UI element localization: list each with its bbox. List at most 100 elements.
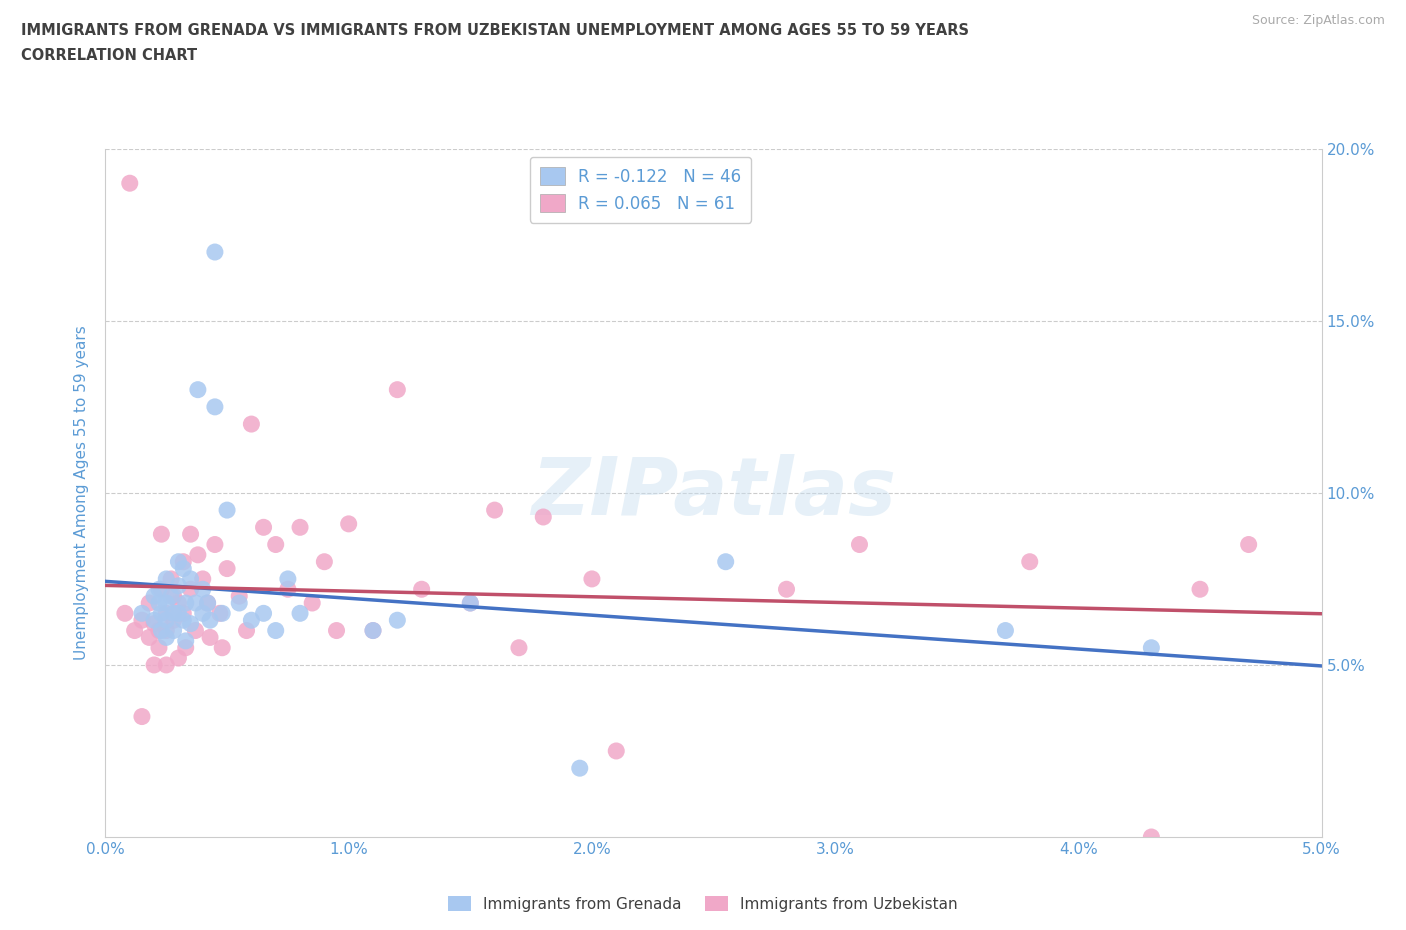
Point [180,526,202,541]
Point [204,400,226,415]
Point [172,561,194,576]
Point [848,538,870,552]
Text: ZIPatlas: ZIPatlas [531,454,896,532]
Point [155,572,177,587]
Point [155,595,177,610]
Point [605,744,627,759]
Point [172,613,194,628]
Point [143,617,166,631]
Point [138,595,160,610]
Point [150,526,173,541]
Point [387,382,409,397]
Point [204,245,226,259]
Point [167,595,190,610]
Legend: Immigrants from Grenada, Immigrants from Uzbekistan: Immigrants from Grenada, Immigrants from… [443,889,963,918]
Point [167,606,190,621]
Point [184,623,207,638]
Point [714,554,737,569]
Point [211,641,233,656]
Point [252,520,274,535]
Point [162,623,184,638]
Point [240,613,263,628]
Point [162,606,184,621]
Point [228,589,250,604]
Point [167,578,190,593]
Point [484,503,506,518]
Point [155,630,177,644]
Text: CORRELATION CHART: CORRELATION CHART [21,48,197,63]
Point [217,503,239,518]
Y-axis label: Unemployment Among Ages 55 to 59 years: Unemployment Among Ages 55 to 59 years [75,326,90,660]
Point [568,761,591,776]
Point [162,589,184,604]
Point [180,617,202,631]
Point [325,623,347,638]
Point [187,548,209,563]
Point [155,613,177,628]
Point [180,582,202,597]
Point [211,606,233,621]
Point [191,606,214,621]
Point [167,651,190,666]
Point [174,633,197,648]
Point [197,595,219,610]
Point [217,561,239,576]
Point [150,623,173,638]
Point [184,595,207,610]
Point [150,582,173,597]
Point [138,630,160,644]
Point [458,595,481,610]
Point [508,641,530,656]
Point [361,623,384,638]
Point [191,572,214,587]
Point [1018,554,1040,569]
Point [208,606,231,621]
Point [775,582,797,597]
Point [240,417,263,432]
Point [143,589,166,604]
Point [337,516,360,531]
Point [174,595,197,610]
Legend: R = -0.122   N = 46, R = 0.065   N = 61: R = -0.122 N = 46, R = 0.065 N = 61 [530,157,751,223]
Point [252,606,274,621]
Point [1237,538,1260,552]
Point [148,641,170,656]
Point [155,623,177,638]
Point [198,613,221,628]
Point [118,176,141,191]
Point [131,710,153,724]
Point [197,595,219,610]
Point [411,582,433,597]
Point [143,613,166,628]
Point [994,623,1017,638]
Point [264,623,287,638]
Point [301,595,323,610]
Point [155,658,177,672]
Point [148,623,170,638]
Point [361,623,384,638]
Point [204,538,226,552]
Point [198,630,221,644]
Point [172,606,194,621]
Point [288,520,311,535]
Point [228,595,250,610]
Point [288,606,311,621]
Point [1140,641,1163,656]
Point [148,595,170,610]
Point [277,572,299,587]
Point [264,538,287,552]
Point [131,606,153,621]
Point [160,589,183,604]
Point [387,613,409,628]
Point [191,582,214,597]
Point [143,658,166,672]
Point [155,606,177,621]
Point [160,572,183,587]
Point [180,572,202,587]
Point [174,641,197,656]
Point [150,606,173,621]
Point [131,613,153,628]
Point [187,382,209,397]
Point [162,613,184,628]
Point [581,572,603,587]
